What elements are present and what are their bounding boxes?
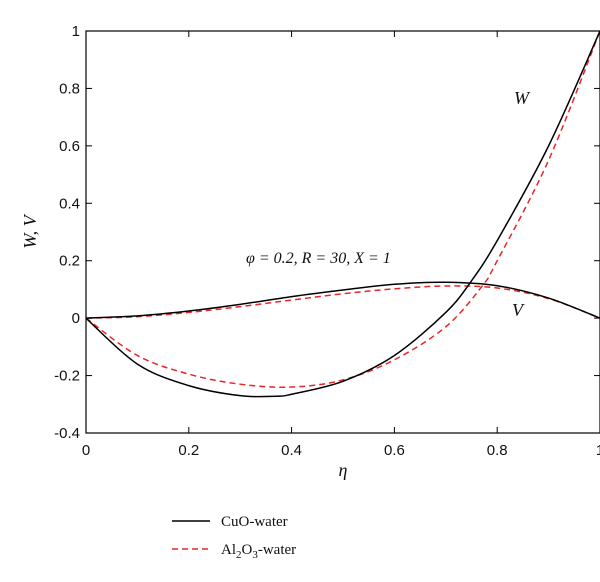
y-tick-label: 0.8 — [59, 80, 80, 97]
series-line-cuo-w — [85, 30, 600, 398]
x-tick-label: 0.4 — [281, 442, 302, 459]
series-line-cuo-v — [85, 281, 600, 319]
series-layer — [85, 30, 600, 398]
legend-label-al2o3: Al2O3-water — [221, 542, 296, 561]
parameter-annotation: φ = 0.2, R = 30, X = 1 — [246, 250, 391, 267]
x-tick-label: 1 — [596, 442, 600, 459]
x-tick-labels: 0 0.2 0.4 0.6 0.8 1 — [82, 442, 600, 459]
x-axis-label: η — [339, 460, 348, 480]
y-tick-label: 0 — [72, 310, 80, 327]
y-tick-label: 1 — [72, 23, 80, 40]
x-tick-label: 0.6 — [384, 442, 405, 459]
y-tick-label: -0.4 — [54, 425, 80, 442]
y-tick-label: 0.6 — [59, 138, 80, 155]
x-tick-label: 0.2 — [178, 442, 199, 459]
plot-area — [85, 30, 600, 434]
axis-ticks — [85, 30, 600, 434]
curve-label-w: W — [514, 88, 531, 108]
y-tick-label: -0.2 — [54, 368, 80, 385]
y-tick-labels: -0.4 -0.2 0 0.2 0.4 0.6 0.8 1 — [54, 23, 80, 442]
curve-label-v: V — [512, 300, 525, 320]
y-axis-label: W, V — [20, 213, 40, 248]
y-tick-label: 0.4 — [59, 195, 80, 212]
legend: CuO-water Al2O3-water — [172, 514, 296, 561]
legend-label-cuo: CuO-water — [221, 514, 288, 530]
x-tick-label: 0 — [82, 442, 90, 459]
x-tick-label: 0.8 — [487, 442, 508, 459]
y-tick-label: 0.2 — [59, 253, 80, 270]
